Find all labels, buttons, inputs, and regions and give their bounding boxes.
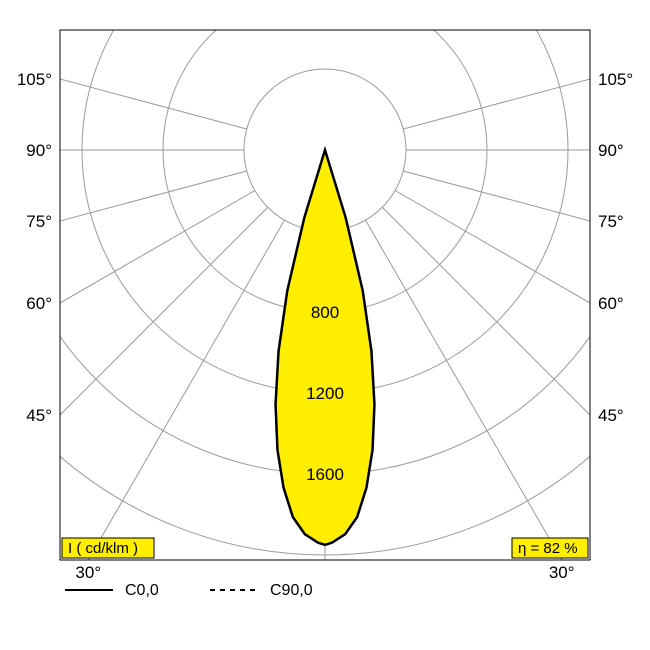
angle-label-right: 30° — [549, 563, 575, 582]
angle-label-left: 105° — [17, 70, 52, 89]
ring-label: 1200 — [306, 384, 344, 403]
curve-legend-label: C0,0 — [125, 582, 159, 599]
ring-label: 800 — [311, 303, 339, 322]
angle-label-right: 105° — [598, 70, 633, 89]
angle-label-right: 90° — [598, 141, 624, 160]
grid-ray — [382, 207, 650, 493]
angle-label-right: 75° — [598, 212, 624, 231]
angle-label-left: 30° — [75, 563, 101, 582]
intensity-lobe — [276, 150, 375, 545]
ring-label: 1600 — [306, 465, 344, 484]
legend-right-text: η = 82 % — [518, 540, 578, 557]
angle-label-left: 75° — [26, 212, 52, 231]
curve-legend-label: C90,0 — [270, 582, 313, 599]
angle-label-right: 45° — [598, 406, 624, 425]
angle-label-left: 45° — [26, 406, 52, 425]
angle-label-left: 60° — [26, 294, 52, 313]
legend-left-text: I ( cd/klm ) — [68, 540, 138, 557]
intensity-lobe-group — [276, 150, 375, 545]
angle-label-left: 90° — [26, 141, 52, 160]
grid-ray — [0, 207, 268, 493]
angle-label-right: 60° — [598, 294, 624, 313]
